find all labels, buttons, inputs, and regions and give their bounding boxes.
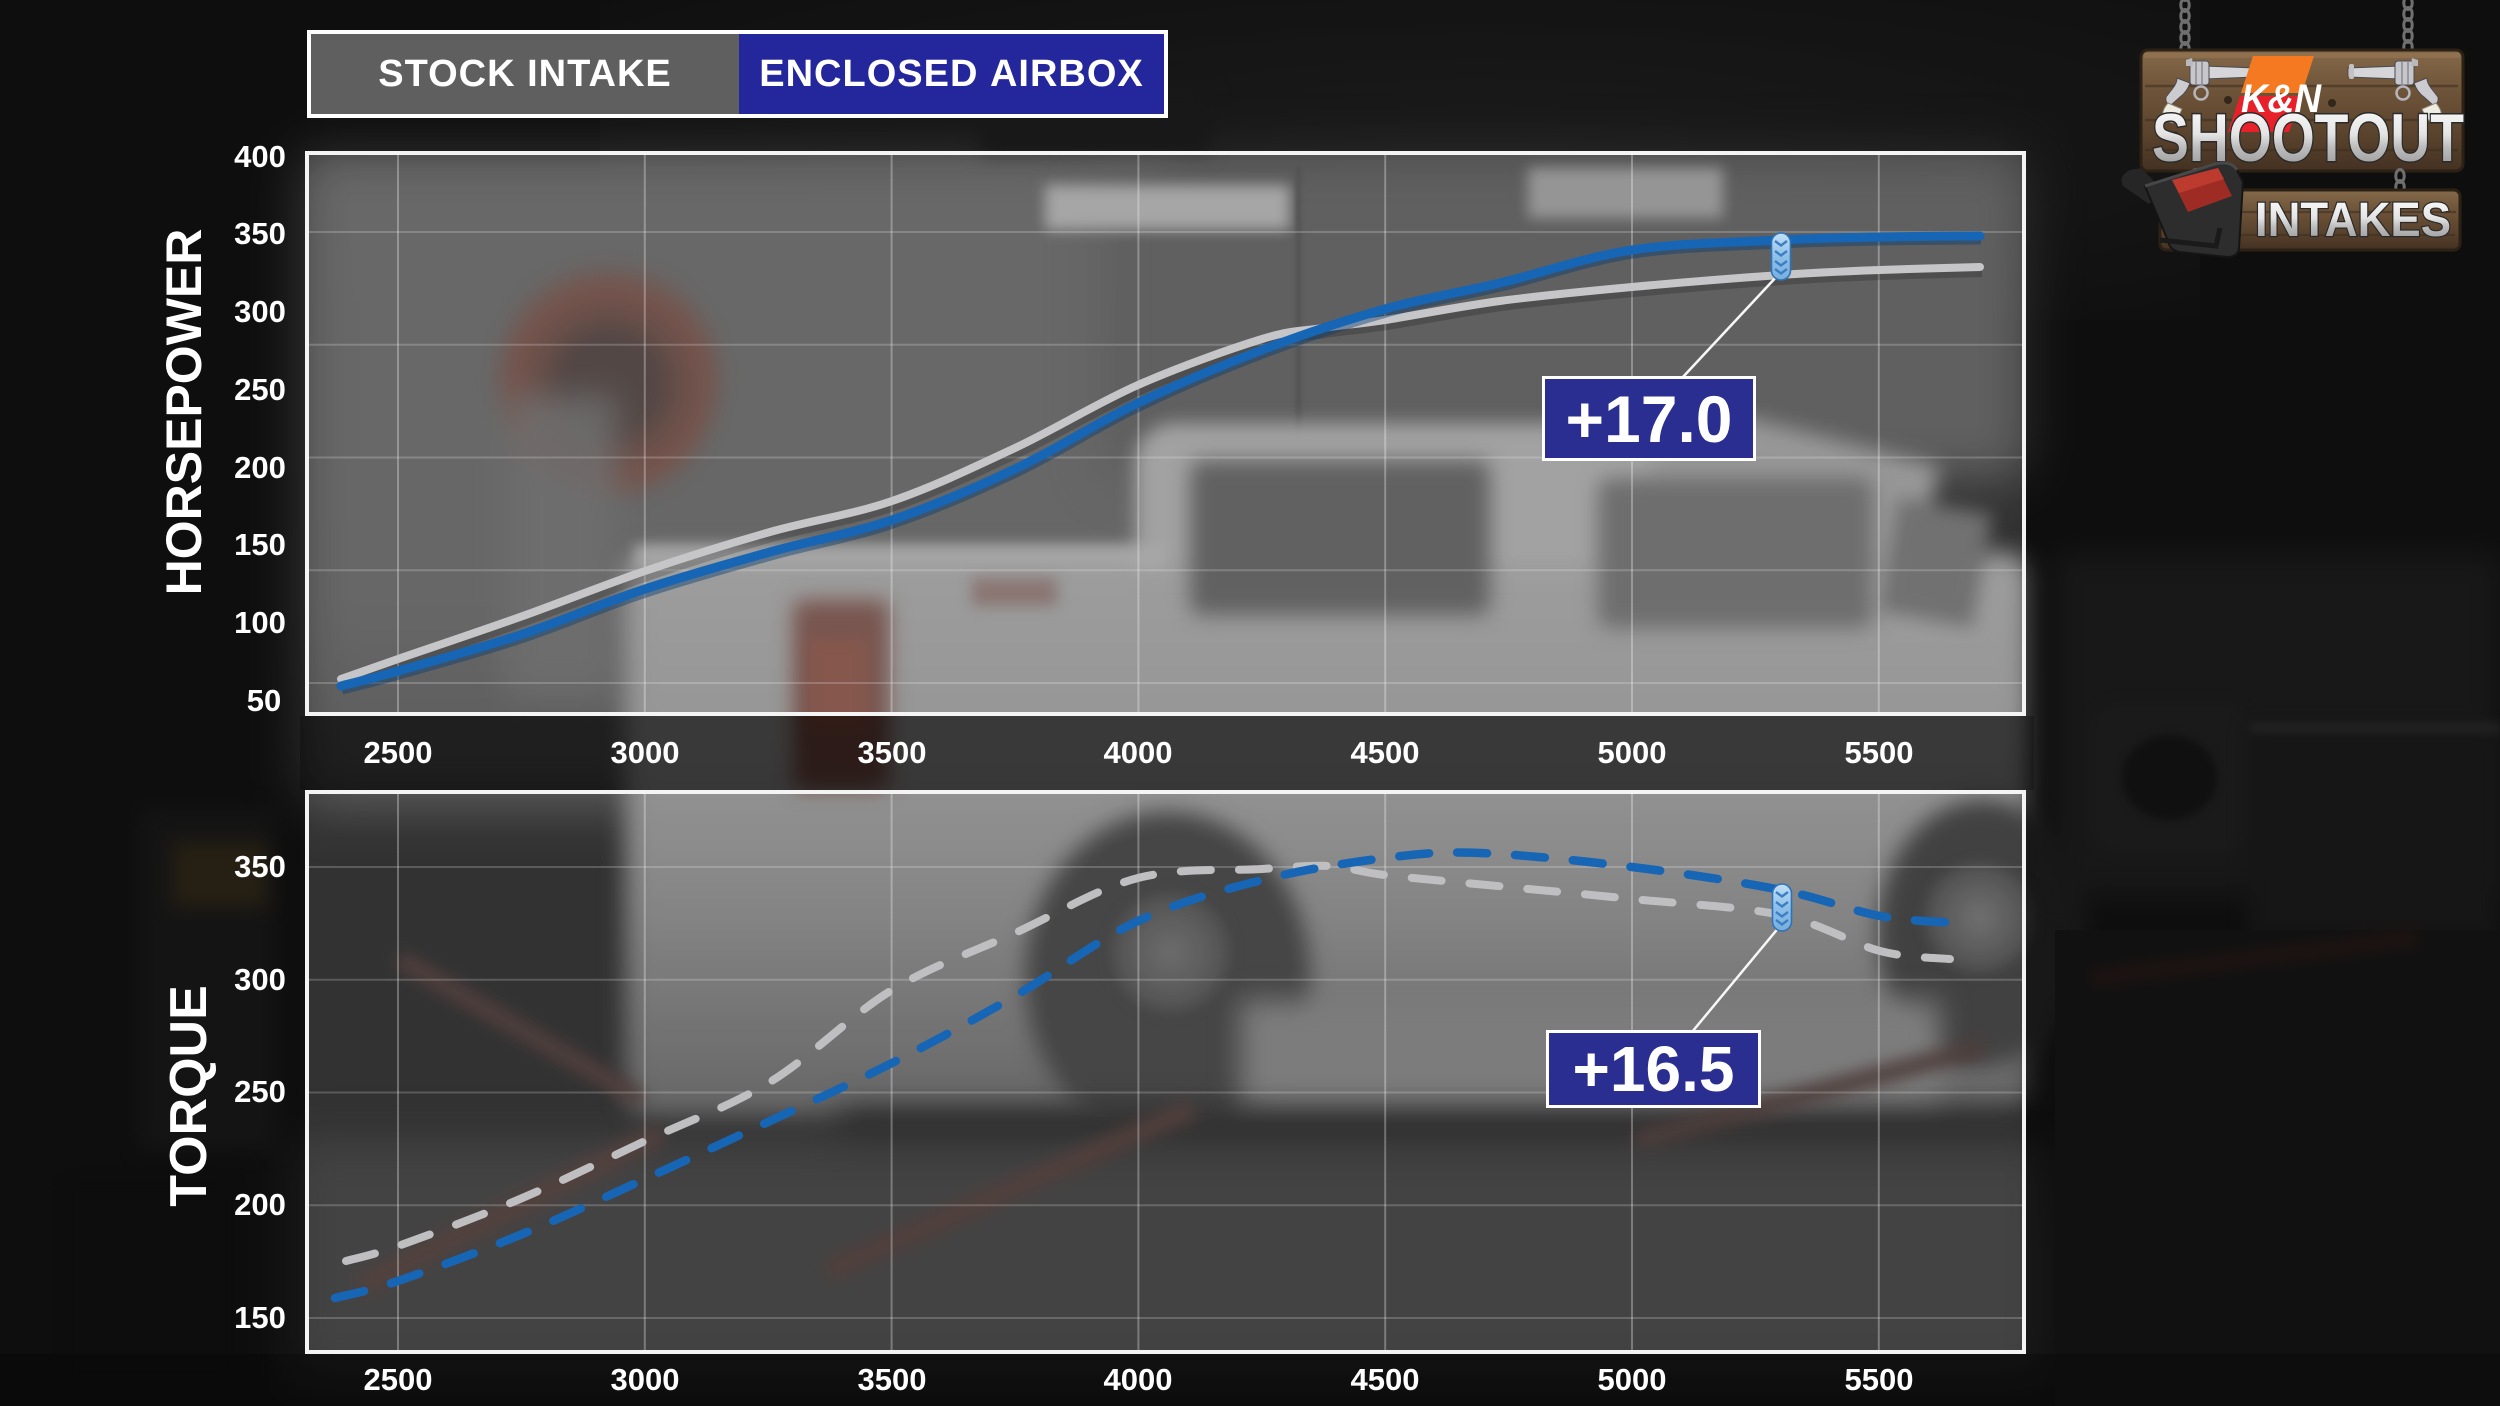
svg-text:K&N: K&N <box>2241 77 2322 121</box>
svg-text:SHOOTOUT: SHOOTOUT <box>2152 100 2464 176</box>
svg-text:INTAKES: INTAKES <box>2255 194 2451 247</box>
